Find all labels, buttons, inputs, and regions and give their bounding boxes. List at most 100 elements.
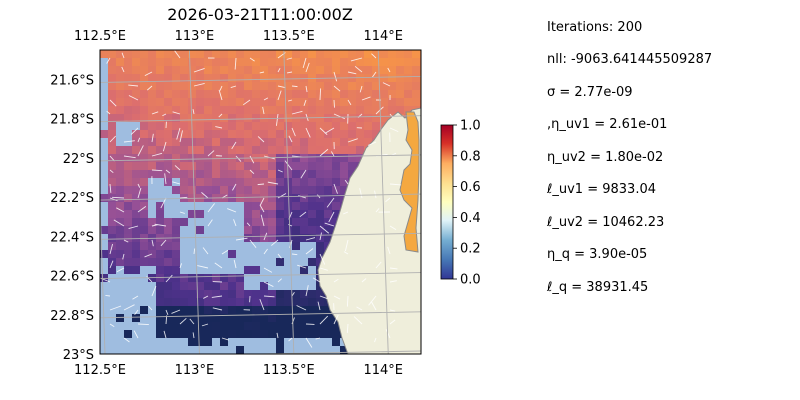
heatmap-cell bbox=[180, 274, 188, 282]
x-tick-label-bottom: 113°E bbox=[175, 363, 215, 378]
heatmap-cell bbox=[340, 66, 348, 74]
heatmap-cell bbox=[228, 98, 236, 106]
heatmap-cell bbox=[252, 146, 260, 154]
current-vector bbox=[277, 253, 282, 259]
heatmap-cell bbox=[156, 90, 164, 98]
heatmap-cell bbox=[340, 138, 348, 146]
heatmap-cell bbox=[108, 66, 116, 74]
heatmap-cell bbox=[180, 330, 188, 338]
heatmap-cell bbox=[236, 306, 244, 314]
heatmap-cell bbox=[212, 98, 220, 106]
heatmap-cell bbox=[212, 170, 220, 178]
heatmap-cell bbox=[228, 178, 236, 186]
heatmap-cell bbox=[308, 226, 316, 234]
heatmap-cell bbox=[268, 50, 276, 58]
current-vector bbox=[297, 264, 307, 269]
current-vector bbox=[302, 57, 307, 69]
heatmap-cell bbox=[260, 282, 268, 290]
heatmap-cell bbox=[308, 98, 316, 106]
x-tick-label-bottom: 114°E bbox=[363, 363, 403, 378]
heatmap-cell bbox=[268, 106, 276, 114]
current-vector bbox=[179, 130, 183, 143]
heatmap-cell bbox=[380, 50, 388, 58]
heatmap-cell bbox=[236, 290, 244, 298]
heatmap-cell bbox=[252, 58, 260, 66]
heatmap-cell bbox=[116, 114, 124, 122]
heatmap-cell bbox=[132, 218, 140, 226]
heatmap-cell bbox=[180, 290, 188, 298]
heatmap-cell bbox=[324, 82, 332, 90]
heatmap-cell bbox=[300, 154, 308, 162]
heatmap-cell bbox=[284, 106, 292, 114]
current-vector bbox=[286, 71, 293, 74]
current-vector bbox=[389, 225, 397, 230]
heatmap-cell bbox=[292, 306, 300, 314]
current-vector bbox=[344, 239, 349, 252]
heatmap-cell bbox=[132, 202, 140, 210]
heatmap-cell bbox=[316, 114, 324, 122]
current-vector bbox=[193, 248, 196, 255]
heatmap-cell bbox=[108, 178, 116, 186]
current-vector bbox=[343, 251, 349, 255]
x-tick-label-top: 112.5°E bbox=[74, 29, 126, 44]
heatmap-cell bbox=[180, 74, 188, 82]
heatmap-cell bbox=[140, 114, 148, 122]
heatmap-cell bbox=[324, 330, 332, 338]
heatmap-cell bbox=[252, 98, 260, 106]
heatmap-cell bbox=[356, 82, 364, 90]
heatmap-cell bbox=[212, 82, 220, 90]
heatmap-cell bbox=[380, 106, 388, 114]
heatmap-cell bbox=[284, 50, 292, 58]
heatmap-cell bbox=[172, 282, 180, 290]
heatmap-cell bbox=[156, 82, 164, 90]
x-tick-labels-bottom: 112.5°E 113°E 113.5°E 114°E bbox=[74, 363, 403, 378]
heatmap-cell bbox=[244, 298, 252, 306]
heatmap-cell bbox=[172, 114, 180, 122]
current-vector bbox=[387, 246, 391, 255]
current-vector bbox=[109, 99, 117, 107]
heatmap-cell bbox=[324, 122, 332, 130]
heatmap-cell bbox=[324, 186, 332, 194]
current-vector bbox=[291, 110, 303, 115]
heatmap-cell bbox=[268, 66, 276, 74]
heatmap-cell bbox=[212, 298, 220, 306]
heatmap-cell bbox=[172, 90, 180, 98]
heatmap-cell bbox=[172, 98, 180, 106]
heatmap-cell bbox=[188, 210, 196, 218]
heatmap-cell bbox=[388, 82, 396, 90]
heatmap-cell bbox=[284, 154, 292, 162]
heatmap-cell bbox=[340, 122, 348, 130]
heatmap-cell bbox=[204, 66, 212, 74]
current-vector bbox=[193, 68, 205, 73]
heatmap-cell bbox=[268, 202, 276, 210]
heatmap-cell bbox=[188, 322, 196, 330]
heatmap-cell bbox=[268, 98, 276, 106]
heatmap-cell bbox=[156, 330, 164, 338]
current-vector bbox=[106, 57, 111, 64]
current-vector bbox=[151, 239, 154, 247]
current-vector bbox=[319, 295, 328, 300]
heatmap-cell bbox=[164, 218, 172, 226]
heatmap-cell bbox=[116, 98, 124, 106]
heatmap-cell bbox=[244, 226, 252, 234]
heatmap-cell bbox=[220, 114, 228, 122]
heatmap-cell bbox=[364, 106, 372, 114]
heatmap-cell bbox=[356, 90, 364, 98]
map-frame bbox=[99, 49, 422, 355]
heatmap-cell bbox=[332, 218, 340, 226]
heatmap-cell bbox=[164, 130, 172, 138]
heatmap-cell bbox=[164, 290, 172, 298]
current-vector bbox=[346, 323, 349, 333]
heatmap-cell bbox=[412, 66, 420, 74]
heatmap-cell bbox=[292, 98, 300, 106]
heatmap-cell bbox=[308, 82, 316, 90]
heatmap-cell bbox=[260, 162, 268, 170]
heatmap-cell bbox=[244, 234, 252, 242]
heatmap-cell bbox=[164, 330, 172, 338]
heatmap-cell bbox=[292, 202, 300, 210]
heatmap-cell bbox=[172, 330, 180, 338]
heatmap-cell bbox=[236, 274, 244, 282]
heatmap-cell bbox=[316, 146, 324, 154]
heatmap-cell bbox=[316, 210, 324, 218]
heatmap-cell bbox=[140, 250, 148, 258]
